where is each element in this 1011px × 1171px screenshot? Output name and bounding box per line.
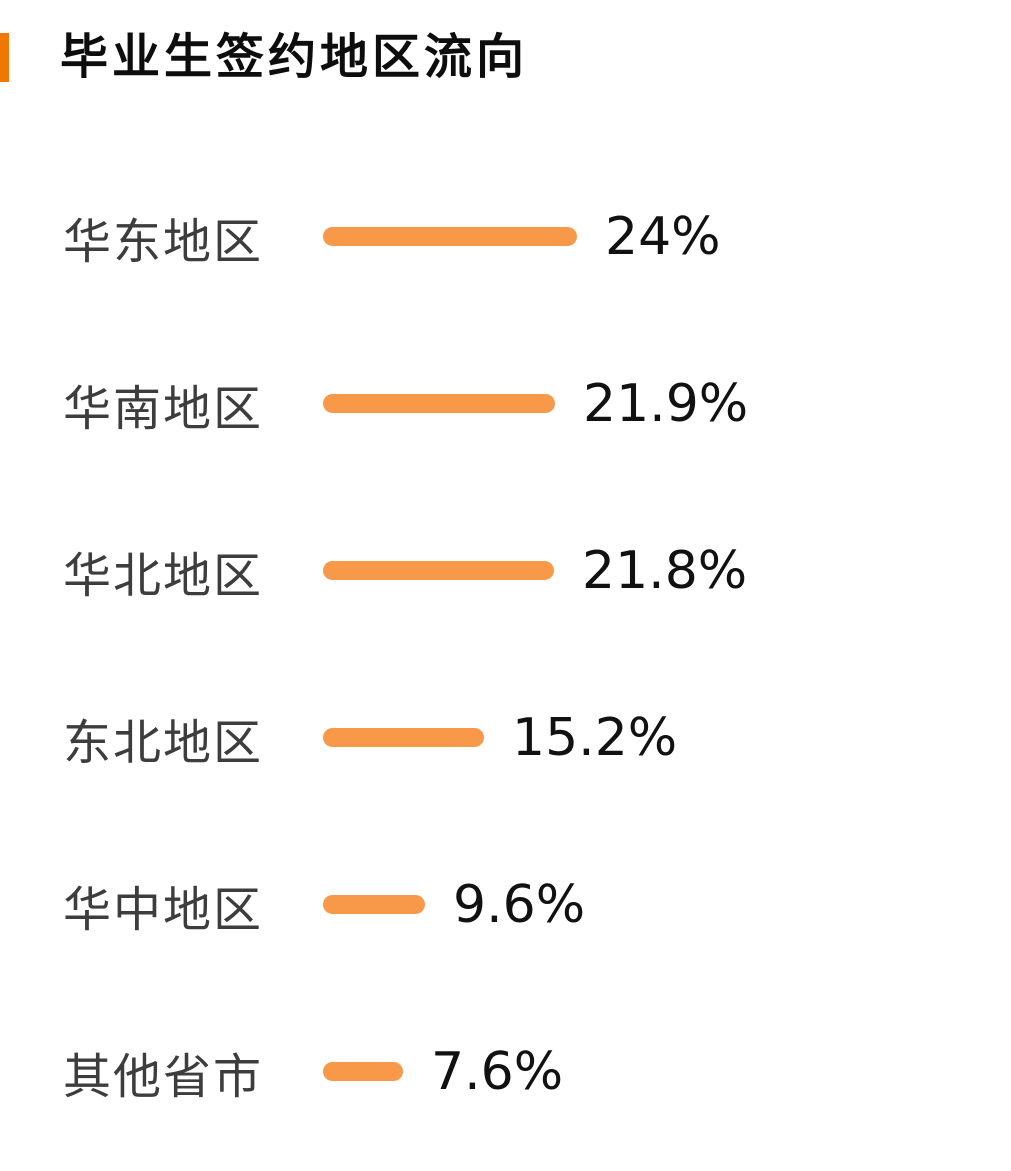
category-label: 华中地区 [63,881,264,938]
value-label: 15.2% [512,707,678,768]
bar-segment [323,728,484,747]
bar-segment [323,1062,403,1081]
bar-row: 华北地区 21.8% [0,487,1011,654]
bar-row: 其他省市 7.6% [0,988,1011,1155]
bar-segment [323,394,555,413]
category-label: 华南地区 [63,380,264,437]
bar-segment [323,227,577,246]
bar-segment [323,895,425,914]
bar-row: 华南地区 21.9% [0,320,1011,487]
bar-segment [323,561,554,580]
bar-chart: 华东地区 24% 华南地区 21.9% 华北地区 21.8% 东北地区 15.2… [0,153,1011,1155]
category-label: 华北地区 [63,547,264,604]
value-label: 21.8% [582,540,748,601]
bar-row: 东北地区 15.2% [0,654,1011,821]
value-label: 24% [605,206,721,267]
bar-row: 华东地区 24% [0,153,1011,320]
chart-title: 毕业生签约地区流向 [60,29,529,85]
category-label: 华东地区 [63,213,264,270]
chart-header: 毕业生签约地区流向 [0,33,528,82]
category-label: 东北地区 [63,714,264,771]
category-label: 其他省市 [63,1048,264,1105]
value-label: 21.9% [583,373,749,434]
title-accent-bar [0,33,9,82]
value-label: 7.6% [431,1041,564,1102]
value-label: 9.6% [453,874,586,935]
bar-row: 华中地区 9.6% [0,821,1011,988]
